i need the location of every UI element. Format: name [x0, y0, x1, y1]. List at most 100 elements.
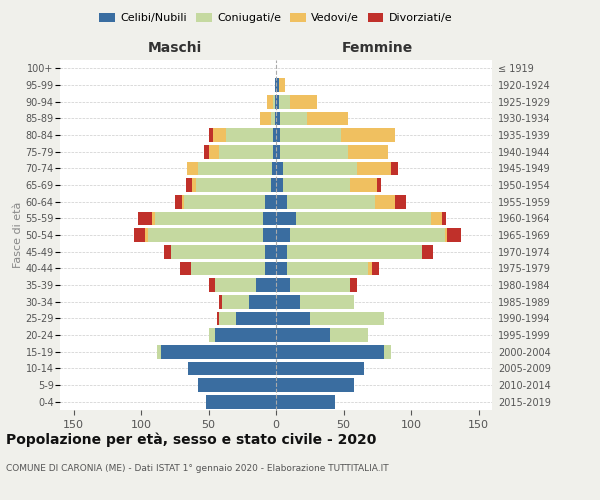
Bar	[290, 228, 445, 242]
Bar	[215, 328, 276, 342]
Legend: Celibi/Nubili, Coniugati/e, Vedovi/e, Divorziati/e: Celibi/Nubili, Coniugati/e, Vedovi/e, Di…	[95, 8, 457, 28]
Bar	[134, 228, 145, 242]
Bar	[263, 228, 276, 242]
Bar	[310, 312, 384, 325]
Bar	[193, 178, 196, 192]
Bar	[209, 328, 215, 342]
Bar	[280, 128, 341, 142]
Bar	[145, 228, 148, 242]
Bar	[374, 195, 395, 208]
Bar	[276, 112, 280, 125]
Bar	[287, 195, 374, 208]
Bar	[198, 162, 272, 175]
Bar	[182, 195, 184, 208]
Bar	[350, 278, 357, 292]
Bar	[222, 295, 249, 308]
Bar	[357, 162, 391, 175]
Bar	[276, 245, 287, 258]
Bar	[152, 212, 155, 225]
Bar	[395, 195, 406, 208]
Bar	[276, 262, 287, 275]
Bar	[330, 328, 368, 342]
Bar	[217, 312, 220, 325]
Bar	[226, 128, 274, 142]
Bar	[278, 78, 286, 92]
Bar	[347, 145, 388, 158]
Bar	[184, 195, 265, 208]
Bar	[235, 312, 276, 325]
Bar	[157, 345, 161, 358]
Bar	[276, 378, 354, 392]
Bar	[290, 95, 317, 108]
Bar	[196, 178, 271, 192]
Bar	[422, 245, 433, 258]
Bar	[276, 78, 278, 92]
Bar	[209, 145, 220, 158]
Bar	[283, 178, 350, 192]
Bar	[220, 295, 222, 308]
Bar	[187, 162, 198, 175]
Bar	[265, 245, 276, 258]
Bar	[205, 145, 209, 158]
Bar	[276, 95, 278, 108]
Bar	[274, 145, 276, 158]
Bar	[280, 145, 347, 158]
Bar	[139, 212, 152, 225]
Bar	[276, 212, 296, 225]
Text: COMUNE DI CARONIA (ME) - Dati ISTAT 1° gennaio 2020 - Elaborazione TUTTITALIA.IT: COMUNE DI CARONIA (ME) - Dati ISTAT 1° g…	[6, 464, 389, 473]
Bar	[276, 145, 280, 158]
Bar	[206, 395, 276, 408]
Bar	[278, 95, 290, 108]
Y-axis label: Fasce di età: Fasce di età	[13, 202, 23, 268]
Bar	[215, 278, 256, 292]
Bar	[175, 195, 182, 208]
Bar	[276, 195, 287, 208]
Bar	[275, 112, 276, 125]
Bar	[274, 128, 276, 142]
Bar	[368, 262, 372, 275]
Bar	[276, 228, 290, 242]
Bar	[273, 95, 275, 108]
Bar	[276, 362, 364, 375]
Bar	[155, 212, 263, 225]
Bar	[148, 228, 263, 242]
Bar	[431, 212, 442, 225]
Bar	[209, 278, 215, 292]
Bar	[276, 312, 310, 325]
Bar	[283, 162, 357, 175]
Bar	[164, 245, 171, 258]
Bar	[185, 178, 193, 192]
Bar	[272, 162, 276, 175]
Bar	[265, 262, 276, 275]
Bar	[287, 262, 368, 275]
Bar	[220, 145, 274, 158]
Bar	[265, 195, 276, 208]
Bar	[350, 178, 377, 192]
Bar	[391, 162, 398, 175]
Bar	[276, 395, 335, 408]
Bar	[220, 312, 235, 325]
Bar	[271, 178, 276, 192]
Bar	[372, 262, 379, 275]
Bar	[276, 162, 283, 175]
Bar	[301, 295, 354, 308]
Bar	[276, 345, 384, 358]
Text: Maschi: Maschi	[148, 41, 202, 55]
Bar	[276, 328, 330, 342]
Bar	[276, 278, 290, 292]
Bar	[263, 212, 276, 225]
Bar	[275, 95, 276, 108]
Bar	[296, 212, 431, 225]
Bar	[161, 345, 276, 358]
Bar	[275, 78, 276, 92]
Bar	[377, 178, 382, 192]
Bar	[276, 295, 301, 308]
Bar	[276, 178, 283, 192]
Bar	[307, 112, 347, 125]
Text: Popolazione per età, sesso e stato civile - 2020: Popolazione per età, sesso e stato civil…	[6, 432, 376, 447]
Bar	[170, 245, 265, 258]
Bar	[260, 112, 271, 125]
Bar	[188, 362, 276, 375]
Bar	[445, 228, 448, 242]
Text: Femmine: Femmine	[341, 41, 413, 55]
